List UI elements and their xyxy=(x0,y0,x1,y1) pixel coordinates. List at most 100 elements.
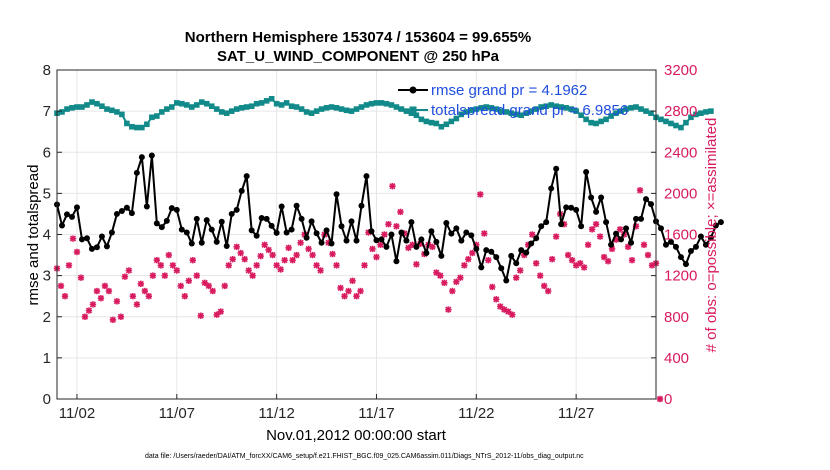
data-point xyxy=(149,114,155,121)
data-point xyxy=(288,103,295,109)
data-point xyxy=(648,110,654,116)
obs-mark-stroke xyxy=(69,235,77,242)
data-point xyxy=(163,217,170,224)
obs-point xyxy=(129,292,137,300)
data-point xyxy=(358,104,365,110)
y-left-tick-label: 4 xyxy=(43,227,51,244)
data-point xyxy=(478,105,485,111)
data-point xyxy=(608,241,615,248)
data-point xyxy=(119,111,125,118)
data-point xyxy=(148,152,155,159)
obs-mark-stroke xyxy=(281,257,288,264)
obs-point xyxy=(552,233,560,240)
data-point xyxy=(413,243,420,250)
data-point xyxy=(662,241,669,248)
data-point xyxy=(548,102,554,108)
obs-mark-stroke xyxy=(73,248,81,256)
obs-point xyxy=(205,282,212,290)
obs-mark-stroke xyxy=(285,244,292,251)
obs-point xyxy=(185,277,192,284)
obs-mark-stroke xyxy=(117,313,124,320)
data-point xyxy=(318,106,325,112)
obs-point xyxy=(229,255,236,263)
data-point xyxy=(158,224,165,231)
data-point xyxy=(672,243,679,250)
obs-mark-stroke xyxy=(485,257,492,264)
data-point xyxy=(144,121,150,128)
obs-mark-stroke xyxy=(329,250,336,258)
x-tick-label: 11/02 xyxy=(59,405,95,422)
data-point xyxy=(173,206,180,213)
data-point xyxy=(588,194,595,201)
data-point xyxy=(133,169,140,176)
obs-point xyxy=(197,312,204,319)
obs-point xyxy=(588,226,596,233)
data-point xyxy=(154,113,160,119)
obs-point xyxy=(517,267,524,274)
data-point xyxy=(498,108,505,114)
y-axis-right-label: # of obs: o=possible; ×=assimilated xyxy=(703,118,720,353)
obs-mark-stroke xyxy=(237,249,244,257)
data-point xyxy=(343,107,350,114)
data-point xyxy=(169,104,175,110)
obs-mark-stroke xyxy=(389,183,396,190)
obs-mark-stroke xyxy=(441,279,448,286)
data-point xyxy=(588,119,594,126)
obs-mark-stroke xyxy=(161,272,168,279)
data-point xyxy=(598,194,605,201)
data-point xyxy=(413,112,420,119)
obs-point xyxy=(89,301,97,308)
data-file-footnote: data file: /Users/raeder/DAI/ATM_forcXX/… xyxy=(145,453,584,460)
data-point xyxy=(168,205,175,212)
data-point xyxy=(623,106,629,112)
data-point xyxy=(89,99,95,105)
data-point xyxy=(683,119,689,126)
data-point xyxy=(498,265,505,272)
obs-mark-stroke xyxy=(217,308,224,315)
data-point xyxy=(268,95,275,102)
data-point xyxy=(114,109,120,115)
obs-mark-stroke xyxy=(177,282,184,289)
obs-mark-stroke xyxy=(317,267,324,274)
data-point xyxy=(298,106,305,112)
data-point xyxy=(368,228,375,235)
data-point xyxy=(228,210,235,217)
obs-point xyxy=(253,262,260,269)
chart-subtitle: SAT_U_WIND_COMPONENT @ 250 hPa xyxy=(217,48,500,65)
y-left-tick-label: 2 xyxy=(43,309,51,326)
data-point xyxy=(677,254,684,261)
obs-point xyxy=(373,253,380,261)
obs-point xyxy=(101,282,109,290)
data-point xyxy=(358,202,365,209)
obs-point xyxy=(457,274,464,281)
obs-point xyxy=(161,272,169,279)
obs-point xyxy=(437,272,444,279)
data-point xyxy=(263,215,270,222)
data-point xyxy=(203,100,210,107)
data-point xyxy=(633,215,640,222)
obs-point xyxy=(173,267,181,274)
data-point xyxy=(393,258,400,265)
data-point xyxy=(103,243,110,250)
data-point xyxy=(573,108,579,114)
y-right-tick-label: 800 xyxy=(664,309,689,326)
data-point xyxy=(383,100,390,107)
data-point xyxy=(563,204,570,211)
y-left-tick-label: 3 xyxy=(43,268,51,285)
data-point xyxy=(603,219,610,226)
obs-point xyxy=(596,233,604,240)
data-point xyxy=(198,99,205,105)
y-left-tick-label: 5 xyxy=(43,185,51,202)
data-point xyxy=(63,211,70,218)
obs-point xyxy=(73,248,81,256)
obs-mark-stroke xyxy=(373,254,380,261)
obs-mark-stroke xyxy=(513,274,520,281)
obs-mark-stroke xyxy=(109,316,116,323)
data-point xyxy=(159,109,165,115)
data-point xyxy=(663,118,669,125)
data-point xyxy=(283,229,290,236)
obs-mark-stroke xyxy=(597,233,604,240)
data-point xyxy=(443,219,450,226)
data-point xyxy=(303,234,310,241)
data-point xyxy=(343,237,350,244)
